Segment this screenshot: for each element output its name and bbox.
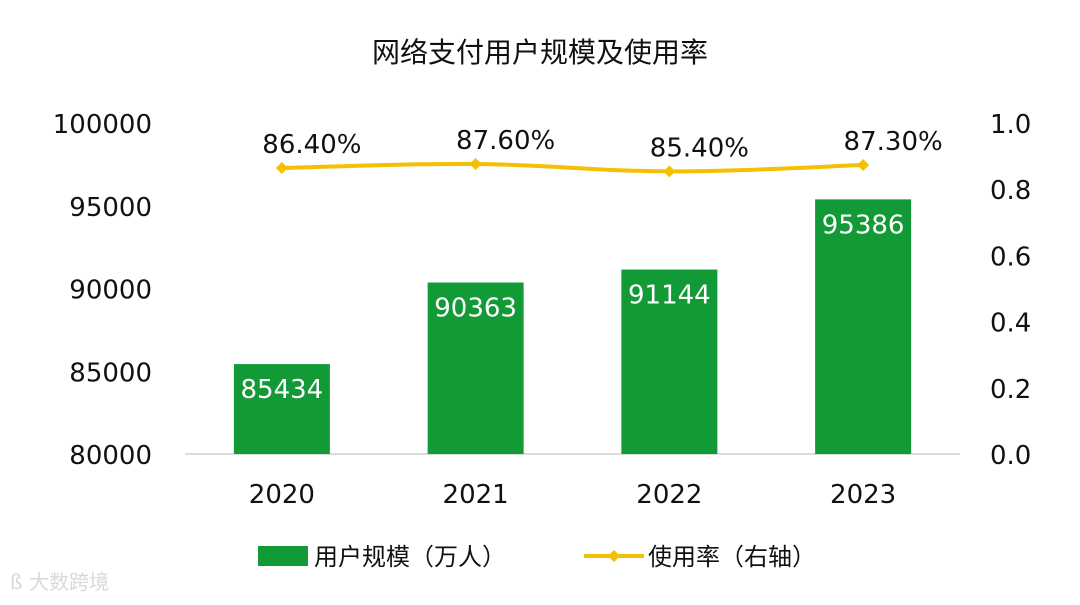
left-tick-label: 90000 — [69, 276, 152, 306]
x-tick-label: 2021 — [443, 480, 509, 510]
line-value-label: 85.40% — [650, 133, 749, 163]
watermark-text: 大数跨境 — [28, 570, 109, 594]
legend-line-marker — [608, 550, 620, 562]
bar-series: 85434 90363 91144 95386 — [233, 199, 912, 454]
chart-title: 网络支付用户规模及使用率 — [372, 36, 708, 69]
watermark-icon: ß — [10, 570, 23, 594]
legend-bar-label: 用户规模（万人） — [314, 543, 506, 571]
right-tick-label: 0.6 — [990, 242, 1031, 272]
watermark-logo: ß 大数跨境 — [10, 566, 109, 595]
bar-value-label: 90363 — [434, 293, 517, 323]
right-tick-label: 0.8 — [990, 176, 1031, 206]
bar-value-label: 95386 — [822, 210, 905, 240]
bar — [427, 282, 524, 454]
bar — [815, 199, 912, 454]
x-axis: 2020 2021 2022 2023 — [249, 480, 896, 510]
left-tick-label: 100000 — [53, 110, 152, 140]
left-tick-label: 95000 — [69, 193, 152, 223]
line-value-label: 87.30% — [844, 127, 943, 157]
line-point — [663, 165, 676, 178]
left-tick-label: 80000 — [69, 441, 152, 471]
x-tick-label: 2023 — [830, 480, 896, 510]
left-tick-label: 85000 — [69, 358, 152, 388]
line-value-label: 87.60% — [456, 126, 555, 156]
line-series: 86.40% 87.60% 85.40% 87.30% — [262, 126, 943, 178]
line-point — [469, 158, 482, 171]
right-tick-label: 1.0 — [990, 110, 1031, 140]
legend-bar-swatch — [258, 546, 308, 566]
right-tick-label: 0.4 — [990, 309, 1031, 339]
line-value-label: 86.40% — [262, 130, 361, 160]
x-tick-label: 2022 — [636, 480, 702, 510]
usage-rate-line — [281, 161, 864, 174]
line-point — [275, 162, 288, 175]
legend: 用户规模（万人） 使用率（右轴） — [258, 543, 816, 571]
bar-value-label: 91144 — [628, 281, 711, 311]
bar-value-label: 85434 — [241, 375, 324, 405]
right-axis: 0.0 0.2 0.4 0.6 0.8 1.0 — [990, 110, 1031, 471]
line-point — [857, 159, 870, 172]
legend-line-label: 使用率（右轴） — [648, 543, 816, 571]
right-tick-label: 0.2 — [990, 375, 1031, 405]
right-tick-label: 0.0 — [990, 441, 1031, 471]
x-tick-label: 2020 — [249, 480, 315, 510]
bar — [233, 364, 330, 454]
bar — [621, 269, 718, 454]
left-axis: 80000 85000 90000 95000 100000 — [53, 110, 152, 471]
